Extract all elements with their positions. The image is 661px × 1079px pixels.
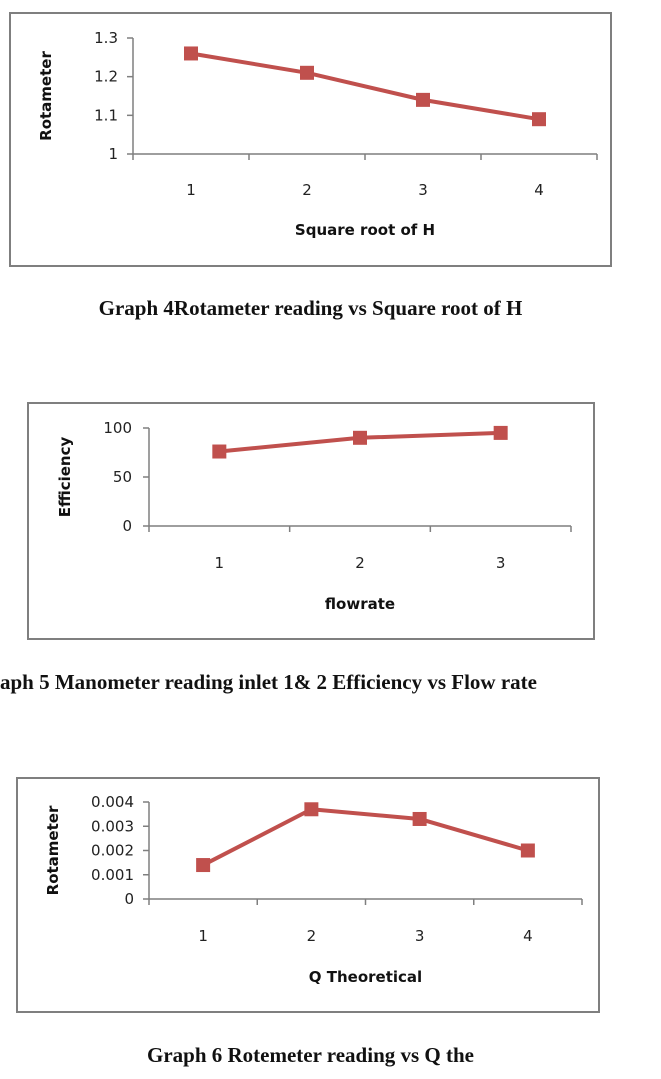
data-point-marker xyxy=(412,811,427,826)
data-point-marker xyxy=(493,425,508,440)
data-point-marker xyxy=(416,92,430,107)
series-line xyxy=(202,807,529,867)
chart-graph-5-plot: 0 50 100 1 2 3 flowrate Efficiency xyxy=(56,419,572,613)
x-tick-label: 3 xyxy=(418,181,428,199)
y-axis-title: Rotameter xyxy=(44,805,62,895)
x-tick-label: 4 xyxy=(523,927,533,945)
chart-graph-5: 0 50 100 1 2 3 flowrate Efficiency xyxy=(27,402,595,640)
x-tick-label: 1 xyxy=(215,554,225,572)
y-tick-label: 1.3 xyxy=(94,29,118,47)
x-tick-label: 3 xyxy=(415,927,425,945)
data-point-marker xyxy=(196,858,211,873)
y-axis-title: Rotameter xyxy=(37,51,55,141)
y-tick-label: 1.2 xyxy=(94,68,118,86)
data-point-marker xyxy=(212,444,227,459)
y-axis-title: Efficiency xyxy=(56,437,74,518)
y-tick-label: 1 xyxy=(108,145,118,163)
data-point-marker xyxy=(353,430,367,445)
chart-graph-4-plot: 1 1.1 1.2 1.3 1 2 3 4 Square root of H Rotameter xyxy=(37,29,598,239)
y-tick-label: 0.001 xyxy=(91,866,134,884)
data-point-marker xyxy=(304,802,319,817)
chart-graph-4: 1 1.1 1.2 1.3 1 2 3 4 Square root of H Rotameter xyxy=(9,12,612,267)
x-tick-label: 2 xyxy=(307,927,317,945)
x-axis-title: Square root of H xyxy=(295,221,435,239)
y-tick-label: 100 xyxy=(103,419,132,437)
y-tick-label: 0 xyxy=(124,890,134,908)
data-point-marker xyxy=(520,843,535,858)
x-axis-title: flowrate xyxy=(325,595,395,613)
y-tick-label: 1.1 xyxy=(94,106,118,124)
y-tick-label: 50 xyxy=(113,468,132,486)
x-tick-label: 4 xyxy=(534,181,544,199)
caption-graph-5: aph 5 Manometer reading inlet 1& 2 Effic… xyxy=(0,670,537,694)
x-axis-title: Q Theoretical xyxy=(309,968,422,986)
y-tick-label: 0.002 xyxy=(91,842,134,860)
data-point-marker xyxy=(184,46,198,61)
caption-graph-4: Graph 4Rotameter reading vs Square root … xyxy=(98,296,523,320)
y-tick-label: 0.004 xyxy=(91,793,134,811)
x-tick-label: 3 xyxy=(496,554,506,572)
series-line xyxy=(190,51,540,122)
x-tick-label: 2 xyxy=(355,554,365,572)
caption-graph-6: Graph 6 Rotemeter reading vs Q the xyxy=(146,1043,475,1067)
x-tick-label: 1 xyxy=(198,927,208,945)
data-point-marker xyxy=(300,65,314,80)
chart-graph-6-plot: 0 0.001 0.002 0.003 0.004 1 2 3 4 Q Theoretical Ro… xyxy=(44,793,583,986)
data-point-marker xyxy=(532,112,546,127)
chart-graph-6: 0 0.001 0.002 0.003 0.004 1 2 3 4 Q Theoretical Ro… xyxy=(16,777,600,1013)
y-tick-label: 0.003 xyxy=(91,817,134,835)
y-tick-label: 0 xyxy=(122,517,132,535)
x-tick-label: 2 xyxy=(302,181,312,199)
x-tick-label: 1 xyxy=(186,181,196,199)
